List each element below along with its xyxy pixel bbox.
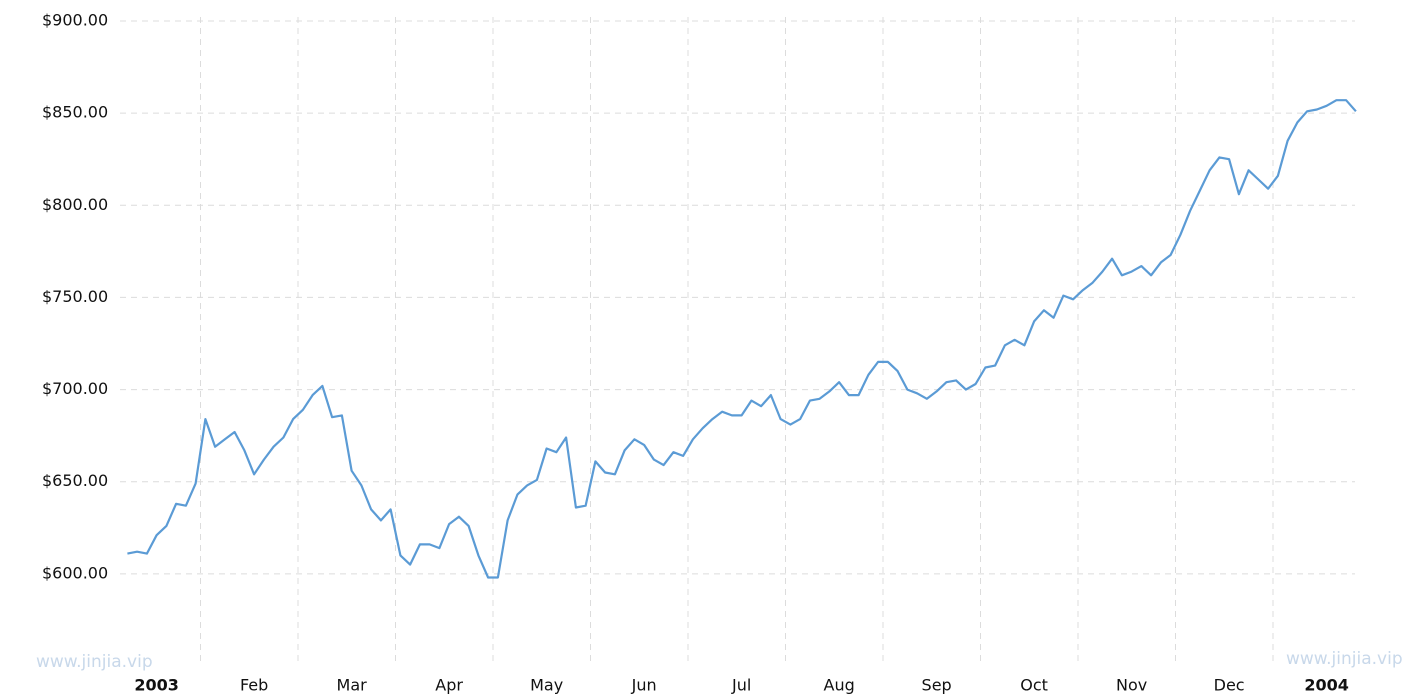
x-tick-label: Nov [1116, 676, 1147, 695]
x-tick-label: Apr [435, 676, 463, 695]
x-tick-label: 2004 [1304, 676, 1349, 695]
x-tick-label: Feb [240, 676, 268, 695]
y-tick-label: $800.00 [42, 195, 108, 214]
y-tick-label: $750.00 [42, 287, 108, 306]
watermark: www.jinjia.vip [36, 652, 153, 672]
x-tick-label: Jul [731, 676, 751, 695]
y-tick-label: $850.00 [42, 103, 108, 122]
x-tick-label: Aug [824, 676, 855, 695]
price-line [127, 99, 1357, 579]
x-tick-label: 2003 [134, 676, 179, 695]
x-tick-label: Mar [337, 676, 368, 695]
x-tick-label: Oct [1020, 676, 1048, 695]
x-tick-label: Dec [1214, 676, 1245, 695]
x-tick-label: Jun [631, 676, 657, 695]
y-tick-label: $700.00 [42, 379, 108, 398]
watermark: www.jinjia.vip [1286, 649, 1403, 669]
x-tick-label: Sep [922, 676, 952, 695]
x-tick-label: May [530, 676, 563, 695]
y-tick-label: $650.00 [42, 471, 108, 490]
y-tick-label: $900.00 [42, 11, 108, 30]
y-tick-label: $600.00 [42, 563, 108, 582]
